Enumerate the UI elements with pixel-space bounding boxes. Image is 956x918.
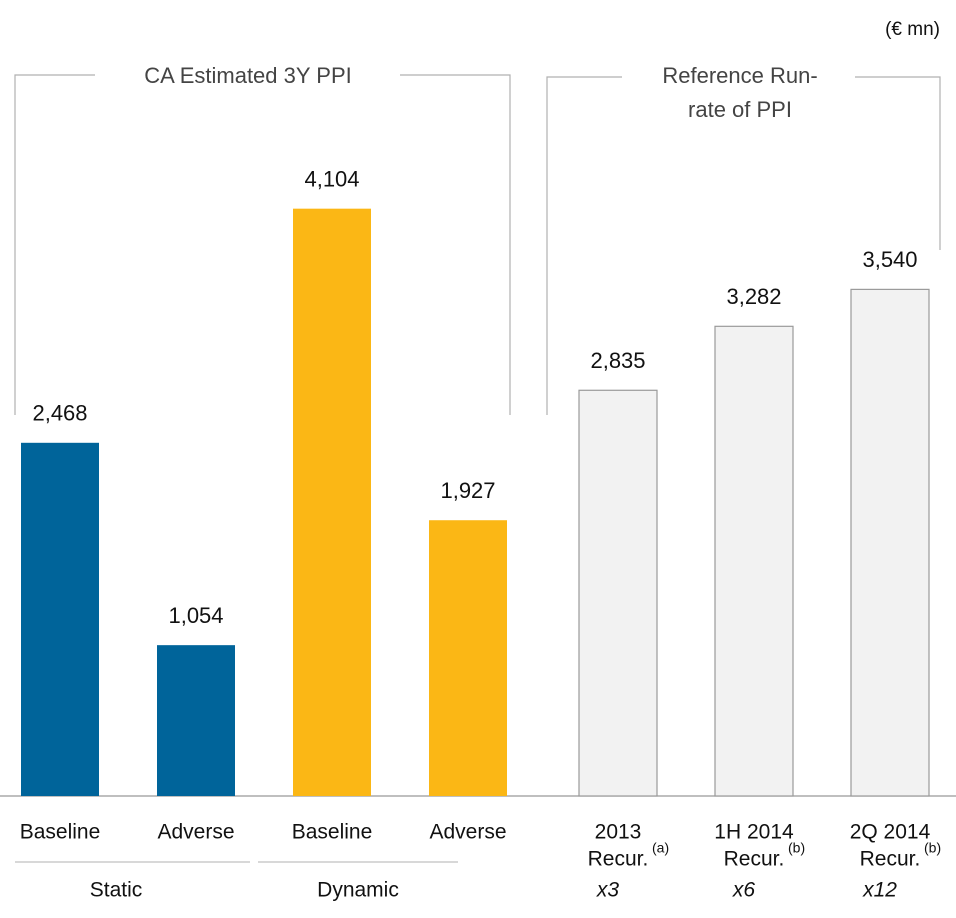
footnote-mark: (b) [924,840,941,856]
bar [21,442,99,796]
x-tick-label: 2Q 2014 [850,821,931,844]
multiplier: x6 [732,879,756,902]
multiplier: x12 [862,879,897,902]
value-label: 4,104 [304,166,359,191]
bracket-title: CA Estimated 3Y PPI [144,63,351,88]
bar [293,208,371,796]
value-label: 1,054 [168,603,223,628]
value-label: 3,540 [862,247,917,272]
x-tick-label: Recur. [860,848,921,871]
x-tick-label: 1H 2014 [714,821,794,844]
bracket-title: Reference Run- [662,63,817,88]
x-tick-label: Recur. [724,848,785,871]
x-tick-label: Baseline [20,821,101,844]
x-tick-label: 2013 [595,821,642,844]
bar [578,389,658,797]
x-tick-label: Baseline [292,821,373,844]
bracket-title: rate of PPI [688,97,792,122]
bar [714,325,794,797]
x-tick-label: Adverse [429,821,506,844]
value-label: 1,927 [440,478,495,503]
multiplier: x3 [596,879,620,902]
value-label: 2,468 [32,401,87,426]
footnote-mark: (a) [652,840,669,856]
bar [157,645,235,796]
value-label: 2,835 [590,348,645,373]
x-tick-label: Recur. [588,848,649,871]
group-label: Dynamic [317,879,399,902]
group-label: Static [90,879,143,902]
unit-label: (€ mn) [885,19,940,40]
bar [429,520,507,796]
bracket-right [546,76,941,415]
x-tick-label: Adverse [157,821,234,844]
bar [850,288,930,797]
footnote-mark: (b) [788,840,805,856]
value-label: 3,282 [726,284,781,309]
bracket-left [14,74,511,415]
